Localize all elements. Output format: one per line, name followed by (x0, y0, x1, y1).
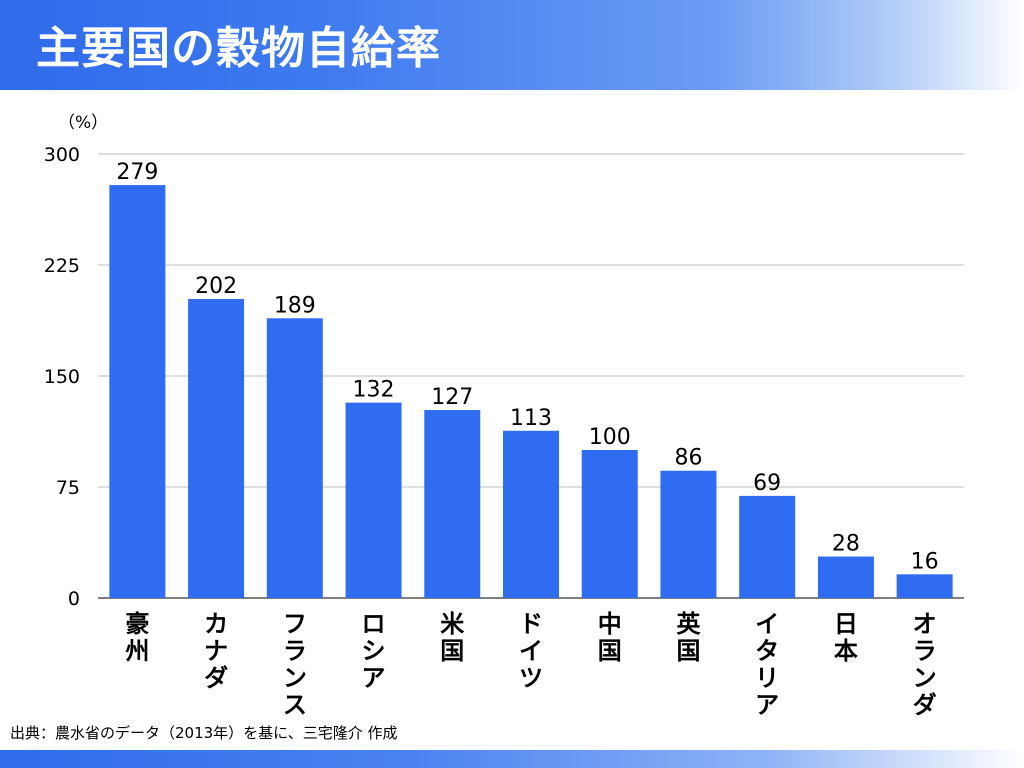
data-labels: 279 202 189 132 127 113 100 86 69 28 16 (116, 160, 938, 574)
source-note: 出典：農水省のデータ（2013年）を基に、三宅隆介 作成 (10, 724, 398, 742)
data-label: 132 (353, 378, 395, 403)
bar (109, 185, 166, 598)
data-label: 202 (195, 274, 237, 299)
bar (581, 450, 638, 598)
data-label: 113 (510, 406, 552, 431)
y-tick-label: 300 (44, 144, 80, 166)
y-tick-label: 0 (68, 588, 80, 610)
category-label: 豪州 (125, 610, 149, 665)
category-label: オランダ (913, 610, 937, 719)
bar (503, 430, 559, 598)
y-axis-unit-label: （%） (58, 113, 108, 133)
category-label: 英国 (676, 610, 701, 665)
category-label: 米国 (440, 610, 464, 665)
data-label: 189 (274, 293, 316, 318)
data-label: 28 (832, 532, 860, 557)
category-label: 中国 (598, 610, 622, 665)
bar (424, 410, 481, 598)
bar-chart: 0 75 150 225 300 （%） 279 202 189 132 127 113 100 86… (44, 113, 964, 719)
bar (188, 299, 245, 598)
category-label: イタリア (755, 610, 779, 719)
y-axis-ticks: 0 75 150 225 300 (44, 144, 80, 610)
bar (345, 402, 402, 598)
y-tick-label: 75 (56, 477, 80, 499)
data-label: 16 (911, 549, 939, 574)
bars (109, 185, 953, 598)
data-label: 86 (674, 446, 702, 471)
bar (660, 470, 717, 598)
category-label: 日本 (834, 610, 858, 665)
slide-title: 主要国の穀物自給率 (36, 23, 441, 74)
bar (266, 318, 323, 598)
bar (739, 495, 796, 598)
data-label: 100 (589, 425, 631, 450)
category-label: フランス (283, 610, 307, 719)
footer-bar (0, 750, 1024, 768)
title-bar: 主要国の穀物自給率 (0, 0, 1024, 90)
data-label: 127 (431, 385, 473, 410)
category-label: ロシア (362, 610, 386, 692)
category-label: ドイツ (519, 610, 543, 692)
y-tick-label: 150 (44, 366, 80, 388)
y-tick-label: 225 (44, 255, 80, 277)
bar (896, 574, 953, 598)
category-label: カナダ (204, 610, 228, 692)
bar (817, 556, 874, 598)
data-label: 69 (753, 471, 781, 496)
data-label: 279 (116, 160, 158, 185)
